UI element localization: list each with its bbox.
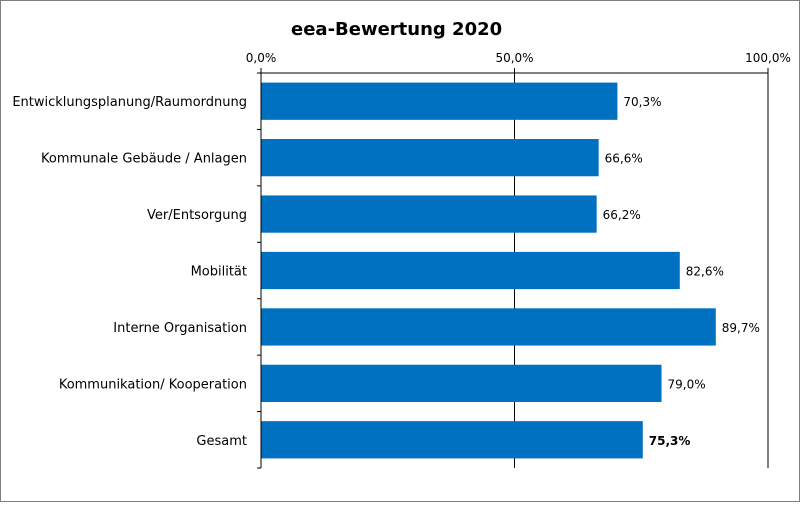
bar (261, 82, 618, 120)
category-label: Gesamt (196, 434, 247, 449)
bar (261, 364, 662, 402)
bar (261, 421, 643, 459)
category-label: Kommunale Gebäude / Anlagen (41, 152, 247, 167)
bar (261, 139, 599, 177)
bars (261, 82, 716, 459)
data-label: 70,3% (623, 95, 661, 109)
axes: 0,0% 50,0% 100,0% (246, 51, 791, 469)
bar (261, 195, 597, 233)
category-label: Mobilität (191, 265, 247, 280)
data-label: 89,7% (722, 321, 760, 335)
category-label: Ver/Entsorgung (147, 208, 247, 223)
bar (261, 308, 716, 346)
labels: Entwicklungsplanung/Raumordnung 70,3% Komm… (12, 95, 760, 449)
bar (261, 251, 680, 290)
category-label: Interne Organisation (113, 321, 247, 336)
chart-title: eea-Bewertung 2020 (291, 19, 503, 40)
category-label: Kommunikation/ Kooperation (59, 377, 247, 392)
x-tick-label: 0,0% (246, 51, 277, 65)
data-label: 66,6% (605, 152, 643, 166)
data-label: 82,6% (686, 265, 724, 279)
data-label: 79,0% (668, 377, 706, 391)
category-label: Entwicklungsplanung/Raumordnung (12, 95, 247, 110)
data-label: 66,2% (603, 208, 641, 222)
data-label: 75,3% (649, 434, 691, 448)
x-tick-label: 50,0% (495, 51, 533, 65)
x-tick-label: 100,0% (745, 51, 791, 65)
